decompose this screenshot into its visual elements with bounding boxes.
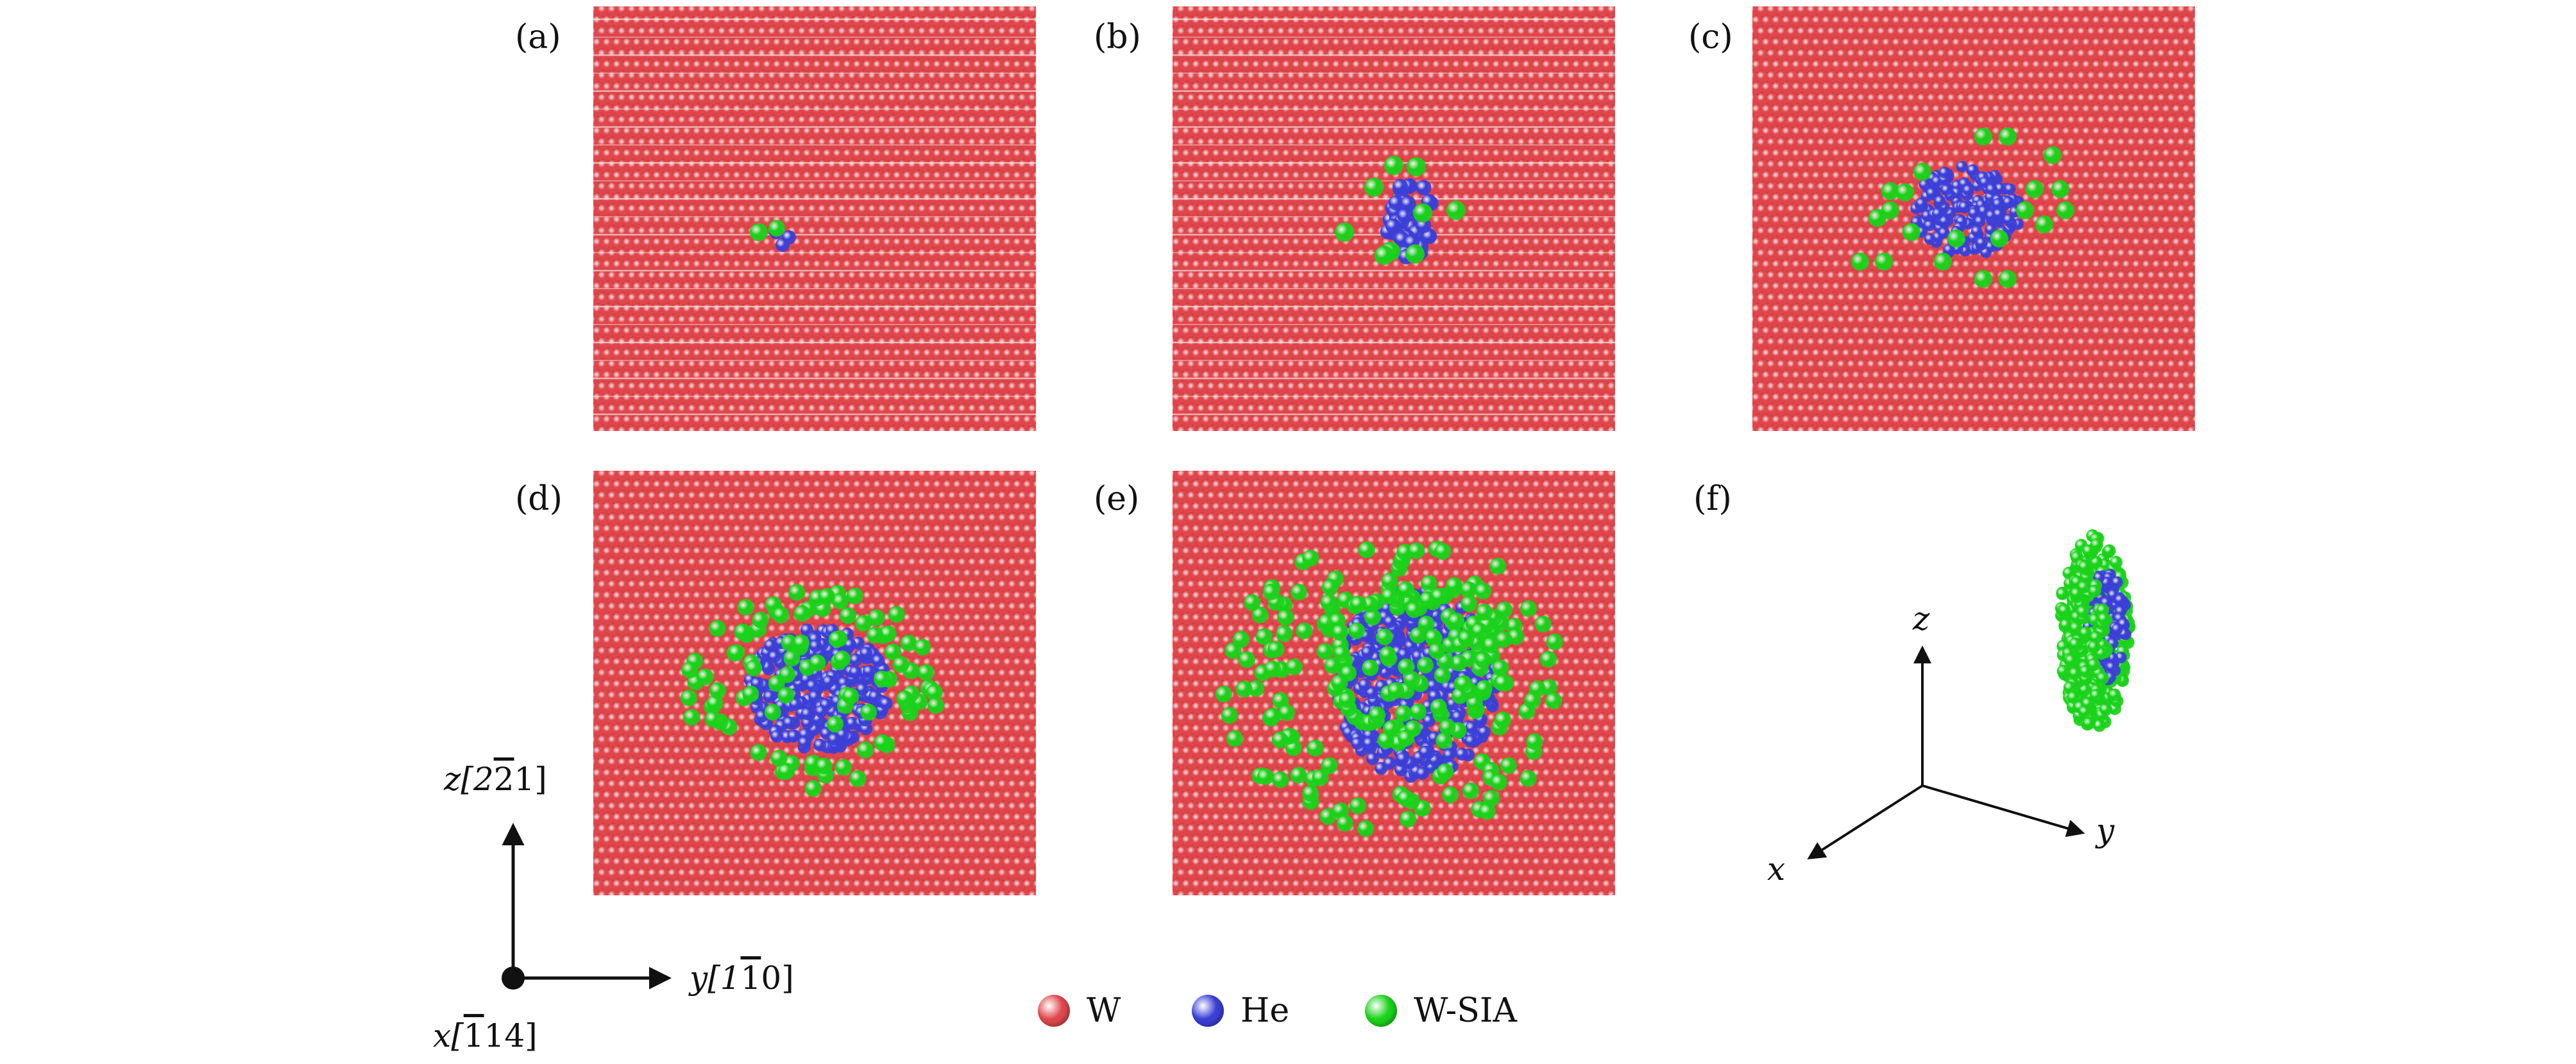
atom-lattice-panel-b [1173,6,1615,431]
tungsten-lattice [1173,6,1615,431]
sia-front-3d [2056,559,2114,718]
sia-atoms [1851,128,2074,288]
cluster-3d-panel-f [1988,513,2194,757]
helium-atom-swatch [1192,995,1224,1027]
panel-label-b: (b) [1094,18,1141,56]
y-axis-3d-arrow [1922,784,2085,838]
sia-ring [681,584,945,797]
legend-label-w-sia: W-SIA [1414,992,1517,1030]
atom-lattice-panel-c [1752,6,2195,431]
panel-label-c: (c) [1688,18,1733,56]
y-axis-label: y[110] [690,959,794,997]
panel-label-f: (f) [1693,480,1732,518]
atom-lattice-panel-e [1173,471,1615,895]
panel-label-e: (e) [1094,480,1140,518]
sia-atoms [1335,156,1466,265]
tungsten-lattice [593,6,1036,431]
legend-item-he: He [1192,988,1289,1033]
x-axis-dot [502,967,525,990]
sia-atoms [768,220,785,237]
legend-label-he: He [1241,992,1290,1030]
x-axis-3d-arrow [1807,784,1924,860]
sia-atom-swatch [1365,995,1397,1027]
legend-item-w: W [1038,988,1121,1033]
panel-label-d: (d) [515,480,563,518]
z-axis-label: z[221] [444,761,547,798]
sia-atoms-2 [750,223,768,241]
y-3d-label: y [2096,812,2115,849]
z-3d-label: z [1913,600,1930,638]
tungsten-atom-swatch [1038,995,1070,1027]
panel-label-a: (a) [515,18,561,56]
x-axis-label: x[114] [433,1017,538,1054]
x-3d-label: x [1767,850,1786,888]
atom-lattice-panel-d [593,471,1036,895]
legend-label-w: W [1087,992,1121,1030]
helium-cluster [1910,160,2027,258]
sia-inner [736,630,898,733]
legend-item-w-sia: W-SIA [1365,988,1517,1033]
atom-lattice-panel-a [593,6,1036,431]
sia-inner [1316,581,1514,752]
